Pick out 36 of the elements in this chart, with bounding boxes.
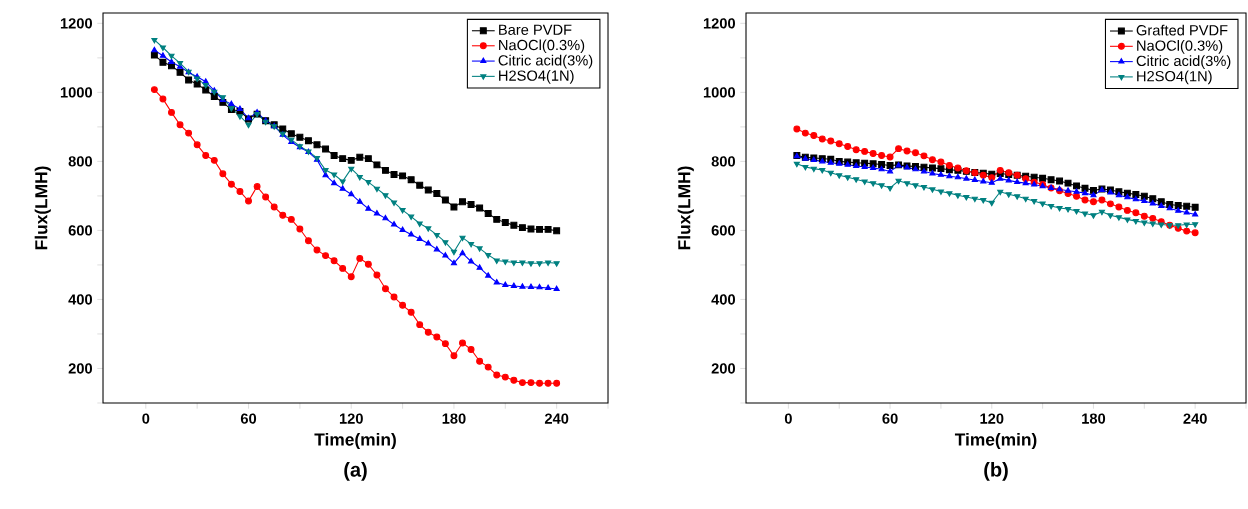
x-tick-label: 240	[544, 413, 569, 424]
y-tick-label: 400	[68, 294, 92, 305]
x-tick-label: 120	[980, 413, 1004, 424]
y-tick-label: 1000	[703, 87, 735, 98]
x-tick-label: 240	[1183, 413, 1207, 424]
y-tick-label: 600	[68, 225, 92, 236]
legend-label: Bare PVDF	[499, 24, 572, 35]
y-tick-label: 1200	[60, 18, 92, 29]
x-tick-label: 120	[339, 413, 363, 424]
x-tick-label: 0	[142, 413, 150, 424]
legend-label: NaOCl(0.3%)	[1137, 40, 1223, 54]
y-tick-label: 800	[68, 156, 92, 167]
y-tick-label: 600	[711, 225, 735, 236]
y-tick-label: 1000	[60, 87, 92, 98]
legend-label: H2SO4(1N)	[1137, 70, 1212, 85]
legend-label: NaOCl(0.3%)	[499, 39, 585, 54]
legend-label: Grafted PVDF	[1136, 24, 1228, 36]
y-tick-label: 1200	[703, 18, 735, 29]
x-axis-title: Time(min)	[314, 432, 396, 450]
text: (a)	[344, 462, 367, 481]
y-axis-title: Flux(LMH)	[34, 166, 51, 250]
x-tick-label: 180	[1082, 413, 1106, 424]
x-tick-label: 0	[784, 413, 792, 424]
y-tick-label: 400	[711, 294, 735, 305]
y-tick-label: 200	[711, 363, 735, 374]
text: (b)	[984, 462, 1008, 481]
x-axis-title: Time(min)	[954, 432, 1037, 450]
y-axis-title: Flux(LMH)	[677, 166, 694, 250]
legend-label: Citric acid(3%)	[1136, 55, 1231, 69]
legend-label: H2SO4(1N)	[499, 70, 574, 84]
x-tick-label: 60	[882, 413, 898, 424]
x-tick-label: 60	[240, 413, 257, 424]
y-tick-label: 800	[711, 156, 735, 167]
legend-label: Citric acid(3%)	[498, 54, 593, 69]
y-tick-label: 200	[68, 363, 92, 374]
x-tick-label: 180	[442, 413, 466, 424]
